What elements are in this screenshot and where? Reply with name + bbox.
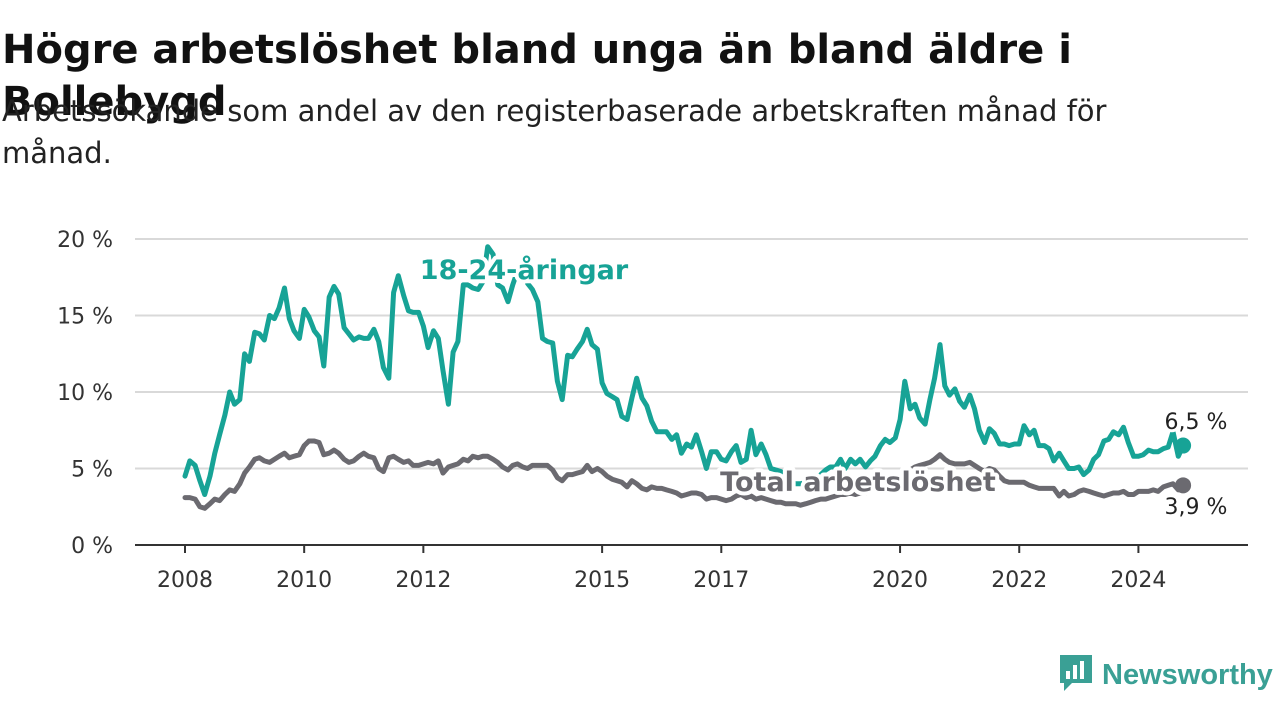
series-labels: 18-24-åringar Total arbetslöshet 6,5 % 3,9 … [416, 250, 1231, 523]
x-tick-label: 2020 [872, 568, 928, 593]
x-tick-label: 2022 [991, 568, 1047, 593]
series-line-youth [182, 244, 1186, 497]
y-tick-label: 15 % [57, 305, 113, 330]
series-lines [182, 244, 1192, 511]
series-line-total [182, 438, 1186, 511]
newsworthy-logo-text: Newsworthy [1102, 658, 1273, 691]
newsworthy-logo: Newsworthy [1058, 655, 1273, 695]
x-tick-label: 2017 [693, 568, 749, 593]
x-tick-label: 2012 [395, 568, 451, 593]
end-value-label-total: 3,9 % [1165, 495, 1228, 520]
y-tick-label: 10 % [57, 381, 113, 406]
chart-subtitle: Arbetssökande som andel av den registerb… [2, 94, 1107, 170]
chart-title: Högre arbetslöshet bland unga än bland ä… [2, 27, 1072, 125]
y-tick-label: 20 % [57, 228, 113, 253]
series-end-marker [1175, 437, 1192, 454]
y-tick-label: 5 % [71, 458, 113, 483]
x-tick-label: 2010 [276, 568, 332, 593]
y-tick-label: 0 % [71, 534, 113, 559]
axes: 0 % 5 % 10 % 15 % 20 % 2008 2010 2012 2015 2017 20… [57, 228, 1248, 593]
end-value-label-youth: 6,5 % [1165, 410, 1228, 435]
series-label-youth: 18-24-åringar [420, 254, 629, 286]
x-tick-label: 2008 [157, 568, 213, 593]
newsworthy-logo-icon [1058, 653, 1094, 697]
series-label-total: Total arbetslöshet [720, 467, 996, 498]
gridlines [135, 238, 1248, 470]
x-tick-label: 2015 [574, 568, 630, 593]
x-tick-label: 2024 [1110, 568, 1166, 593]
series-end-marker [1175, 477, 1192, 494]
